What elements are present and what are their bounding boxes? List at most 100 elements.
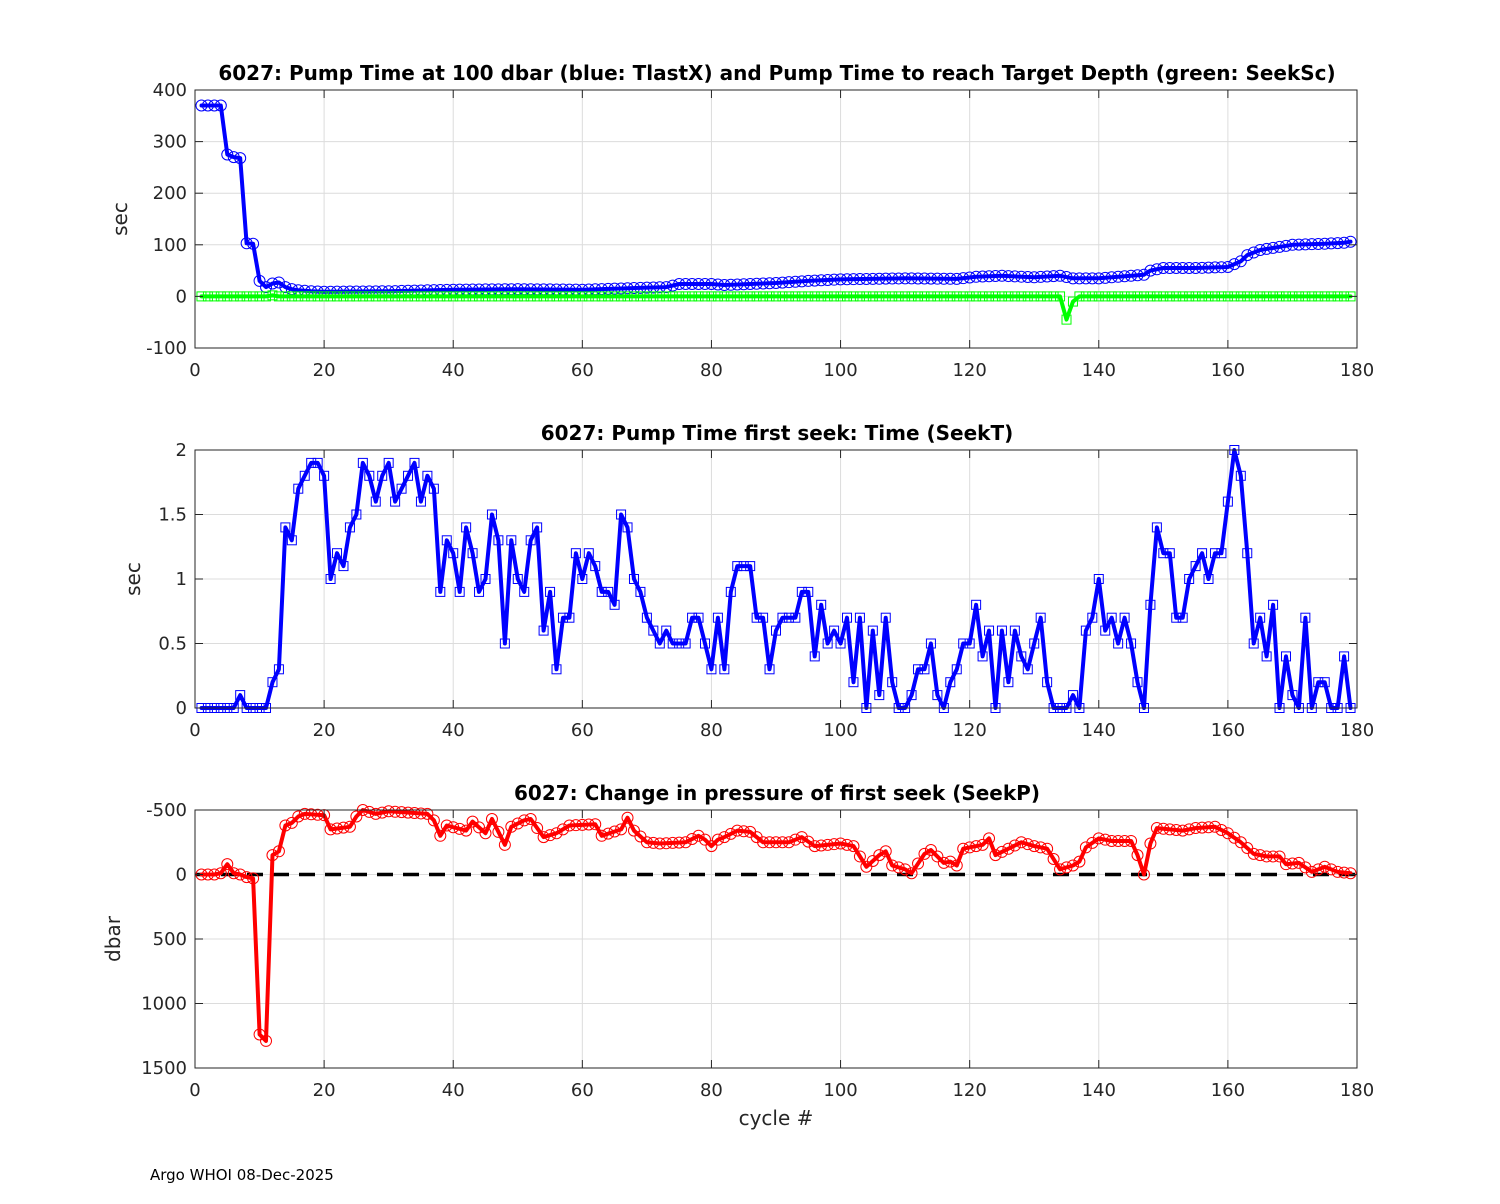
data-point-SeekT bbox=[1151, 522, 1162, 533]
data-point-TlastX bbox=[937, 272, 950, 285]
data-point-SeekSc bbox=[848, 291, 859, 302]
data-point-SeekP bbox=[421, 807, 434, 820]
data-point-SeekT bbox=[590, 561, 601, 572]
data-point-SeekSc bbox=[525, 291, 536, 302]
data-point-SeekT bbox=[880, 612, 891, 623]
data-point-SeekP bbox=[427, 814, 440, 827]
data-point-SeekSc bbox=[674, 291, 685, 302]
y-tick-label: 300 bbox=[153, 132, 187, 153]
data-point-SeekSc bbox=[842, 291, 853, 302]
data-point-SeekT bbox=[235, 690, 246, 701]
data-point-SeekP bbox=[518, 814, 531, 827]
data-point-TlastX bbox=[860, 272, 873, 285]
data-point-SeekP bbox=[369, 807, 382, 820]
data-point-SeekSc bbox=[951, 291, 962, 302]
data-point-SeekP bbox=[1202, 821, 1215, 834]
chart-title: 6027: Pump Time first seek: Time (SeekT) bbox=[541, 421, 1014, 445]
data-point-SeekP bbox=[1189, 822, 1202, 835]
data-point-SeekSc bbox=[1022, 291, 1033, 302]
data-point-TlastX bbox=[214, 99, 227, 112]
y-tick-label: 1000 bbox=[141, 994, 187, 1015]
data-point-SeekT bbox=[1100, 625, 1111, 636]
data-point-SeekSc bbox=[1016, 291, 1027, 302]
data-point-SeekP bbox=[460, 824, 473, 837]
y-axis-label: sec bbox=[121, 562, 145, 596]
data-point-SeekP bbox=[950, 859, 963, 872]
data-point-SeekSc bbox=[719, 291, 730, 302]
data-point-TlastX bbox=[912, 272, 925, 285]
data-point-SeekSc bbox=[1106, 291, 1117, 302]
data-point-SeekSc bbox=[454, 291, 465, 302]
data-point-SeekSc bbox=[1255, 291, 1266, 302]
data-point-SeekSc bbox=[254, 291, 265, 302]
x-tick-label: 100 bbox=[823, 1080, 857, 1101]
data-point-SeekSc bbox=[383, 291, 394, 302]
data-point-TlastX bbox=[1228, 258, 1241, 271]
data-point-SeekSc bbox=[1055, 291, 1066, 302]
data-point-SeekP bbox=[1131, 849, 1144, 862]
data-point-TlastX bbox=[776, 276, 789, 289]
data-point-SeekP bbox=[931, 850, 944, 863]
data-point-SeekP bbox=[1021, 838, 1034, 851]
data-point-SeekSc bbox=[551, 291, 562, 302]
data-point-TlastX bbox=[221, 148, 234, 161]
data-point-SeekP bbox=[1073, 855, 1086, 868]
data-point-SeekT bbox=[538, 625, 549, 636]
data-point-TlastX bbox=[1144, 264, 1157, 277]
data-point-TlastX bbox=[686, 278, 699, 291]
data-point-SeekP bbox=[1125, 834, 1138, 847]
data-point-SeekSc bbox=[532, 291, 543, 302]
y-tick-label: -100 bbox=[146, 338, 187, 359]
x-tick-label: 0 bbox=[189, 1080, 200, 1101]
x-tick-label: 20 bbox=[313, 360, 336, 381]
data-point-SeekT bbox=[344, 522, 355, 533]
data-point-SeekSc bbox=[293, 291, 304, 302]
data-point-SeekSc bbox=[202, 291, 213, 302]
data-point-SeekSc bbox=[1216, 291, 1227, 302]
data-point-TlastX bbox=[892, 272, 905, 285]
data-point-SeekP bbox=[221, 858, 234, 871]
data-point-SeekSc bbox=[790, 291, 801, 302]
data-point-SeekP bbox=[1260, 850, 1273, 863]
data-point-SeekP bbox=[640, 836, 653, 849]
x-tick-label: 100 bbox=[823, 360, 857, 381]
data-point-SeekSc bbox=[1222, 291, 1233, 302]
data-point-SeekT bbox=[1113, 638, 1124, 649]
data-point-SeekSc bbox=[248, 291, 259, 302]
data-point-SeekT bbox=[377, 470, 388, 481]
data-point-SeekP bbox=[795, 831, 808, 844]
data-point-SeekP bbox=[266, 849, 279, 862]
data-point-SeekSc bbox=[880, 291, 891, 302]
data-point-SeekT bbox=[835, 638, 846, 649]
data-point-SeekT bbox=[1119, 612, 1130, 623]
data-point-SeekT bbox=[687, 612, 698, 623]
data-point-SeekP bbox=[576, 818, 589, 831]
data-point-SeekSc bbox=[1268, 291, 1279, 302]
data-point-SeekT bbox=[1177, 612, 1188, 623]
data-point-TlastX bbox=[1099, 271, 1112, 284]
data-point-TlastX bbox=[653, 281, 666, 294]
data-point-TlastX bbox=[989, 270, 1002, 283]
data-point-SeekSc bbox=[1274, 291, 1285, 302]
data-point-SeekSc bbox=[506, 291, 517, 302]
y-tick-label: 1.5 bbox=[158, 505, 187, 526]
x-tick-label: 180 bbox=[1340, 720, 1374, 741]
data-point-SeekP bbox=[595, 829, 608, 842]
data-point-SeekSc bbox=[209, 291, 220, 302]
data-point-SeekP bbox=[1137, 868, 1150, 881]
data-point-SeekP bbox=[705, 840, 718, 853]
data-point-TlastX bbox=[750, 277, 763, 290]
data-point-TlastX bbox=[828, 273, 841, 286]
data-point-SeekSc bbox=[725, 291, 736, 302]
chart-title: 6027: Pump Time at 100 dbar (blue: Tlast… bbox=[218, 61, 1335, 85]
data-point-TlastX bbox=[1176, 262, 1189, 275]
data-point-SeekSc bbox=[609, 291, 620, 302]
data-point-SeekP bbox=[1112, 834, 1125, 847]
data-point-SeekT bbox=[842, 612, 853, 623]
data-point-SeekSc bbox=[996, 291, 1007, 302]
data-point-SeekP bbox=[1015, 836, 1028, 849]
data-point-SeekP bbox=[1028, 840, 1041, 853]
data-point-SeekP bbox=[279, 819, 292, 832]
data-point-SeekSc bbox=[893, 291, 904, 302]
data-point-TlastX bbox=[1041, 270, 1054, 283]
